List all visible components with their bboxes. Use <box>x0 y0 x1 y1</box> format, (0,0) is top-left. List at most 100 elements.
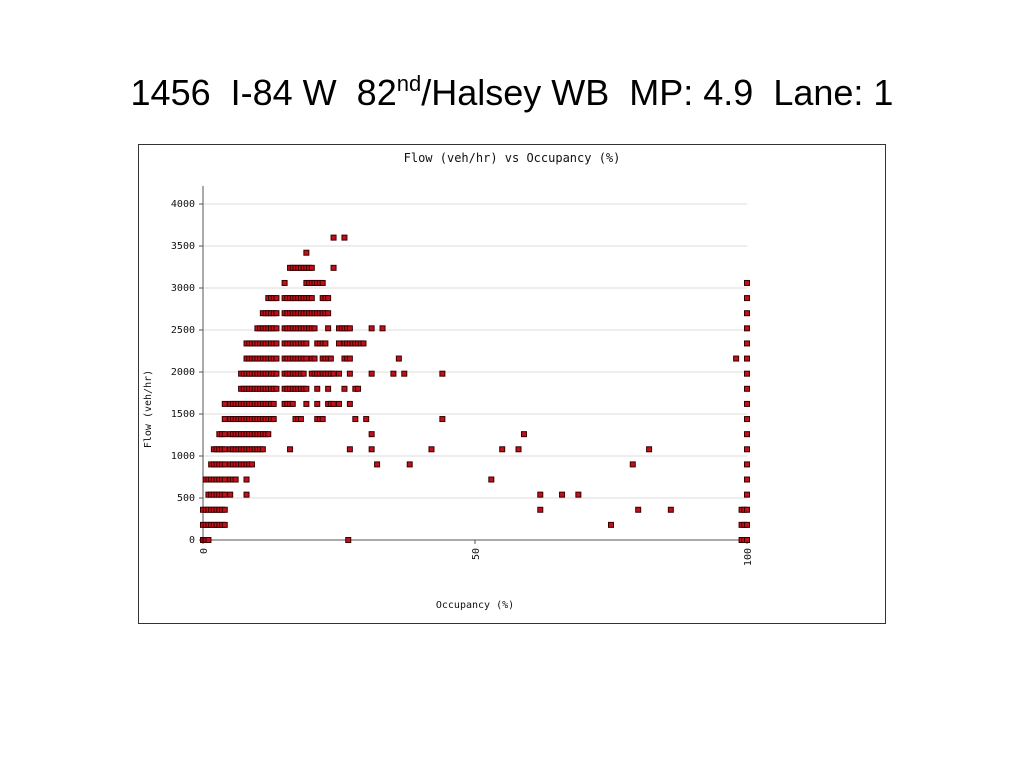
data-point <box>311 325 318 332</box>
data-point <box>537 491 544 498</box>
data-point <box>325 310 332 317</box>
data-point <box>363 416 370 423</box>
data-point <box>232 476 239 483</box>
data-point <box>439 416 446 423</box>
data-point <box>341 234 348 241</box>
data-point <box>330 264 337 271</box>
x-axis-label: Occupancy (%) <box>436 600 514 611</box>
data-point <box>322 340 329 347</box>
data-point <box>273 325 280 332</box>
data-point <box>368 431 375 438</box>
data-point <box>265 431 272 438</box>
data-point <box>303 249 310 256</box>
data-point <box>346 400 353 407</box>
data-point <box>314 400 321 407</box>
data-point <box>227 491 234 498</box>
data-point <box>303 385 310 392</box>
data-point <box>319 416 326 423</box>
slide-title: 1456 I-84 W 82nd/Halsey WB MP: 4.9 Lane:… <box>0 72 1024 114</box>
data-point <box>488 476 495 483</box>
data-point <box>248 461 255 468</box>
data-point <box>341 385 348 392</box>
data-point <box>520 431 527 438</box>
y-axis-label: Flow (veh/hr) <box>143 370 154 448</box>
data-point <box>325 295 332 302</box>
data-point <box>390 370 397 377</box>
data-point <box>744 325 750 332</box>
data-point <box>744 310 750 317</box>
data-point <box>744 416 750 423</box>
data-point <box>346 325 353 332</box>
data-point <box>319 279 326 286</box>
data-point <box>360 340 367 347</box>
data-point <box>575 491 582 498</box>
data-point <box>744 355 750 362</box>
data-point <box>667 506 674 513</box>
y-tick-label: 1000 <box>171 451 195 462</box>
data-point <box>221 400 228 407</box>
data-point <box>297 416 304 423</box>
data-point <box>744 340 750 347</box>
data-point <box>273 340 280 347</box>
y-tick-label: 500 <box>177 493 195 504</box>
data-point <box>608 521 614 528</box>
data-point <box>635 506 642 513</box>
point-layer <box>200 234 750 543</box>
data-point <box>270 400 277 407</box>
x-tick-label: 100 <box>743 548 754 566</box>
data-point <box>345 537 352 543</box>
data-point <box>744 491 750 498</box>
data-point <box>744 537 750 543</box>
x-tick-label: 50 <box>471 548 482 560</box>
data-point <box>221 476 228 483</box>
data-point <box>221 461 228 468</box>
data-point <box>744 385 750 392</box>
data-point <box>744 521 750 528</box>
data-point <box>308 295 315 302</box>
data-point <box>287 446 294 453</box>
data-point <box>243 491 250 498</box>
title-lane: Lane: 1 <box>773 72 894 113</box>
x-tick-label: 0 <box>199 548 210 554</box>
data-point <box>273 355 280 362</box>
data-point <box>537 506 544 513</box>
data-point <box>221 416 228 423</box>
data-point <box>308 264 315 271</box>
data-point <box>205 537 212 543</box>
data-point <box>401 370 408 377</box>
data-point <box>395 355 402 362</box>
data-point <box>352 416 359 423</box>
chart-title: Flow (veh/hr) vs Occupancy (%) <box>404 151 621 165</box>
grid-layer <box>203 203 747 499</box>
data-point <box>346 446 353 453</box>
title-street-name: /Halsey WB <box>421 72 610 113</box>
data-point <box>300 370 307 377</box>
data-point <box>499 446 506 453</box>
data-point <box>303 400 310 407</box>
data-point <box>744 461 750 468</box>
data-point <box>336 370 342 377</box>
title-street-number: 82 <box>356 72 397 113</box>
data-point <box>281 279 288 286</box>
data-point <box>733 355 740 362</box>
data-point <box>311 355 318 362</box>
data-point <box>303 340 310 347</box>
data-point <box>273 295 280 302</box>
data-point <box>744 279 750 286</box>
title-detector-id: 1456 <box>130 72 211 113</box>
data-point <box>368 446 375 453</box>
data-point <box>744 431 750 438</box>
data-point <box>330 370 337 377</box>
data-point <box>744 370 750 377</box>
data-point <box>221 431 228 438</box>
data-point <box>515 446 522 453</box>
data-point <box>273 370 280 377</box>
data-point <box>221 491 228 498</box>
data-point <box>559 491 566 498</box>
y-tick-label: 3500 <box>171 241 195 252</box>
data-point <box>221 446 228 453</box>
data-point <box>259 446 266 453</box>
data-point <box>379 325 386 332</box>
data-point <box>336 400 342 407</box>
title-street-suffix: nd <box>396 71 422 96</box>
